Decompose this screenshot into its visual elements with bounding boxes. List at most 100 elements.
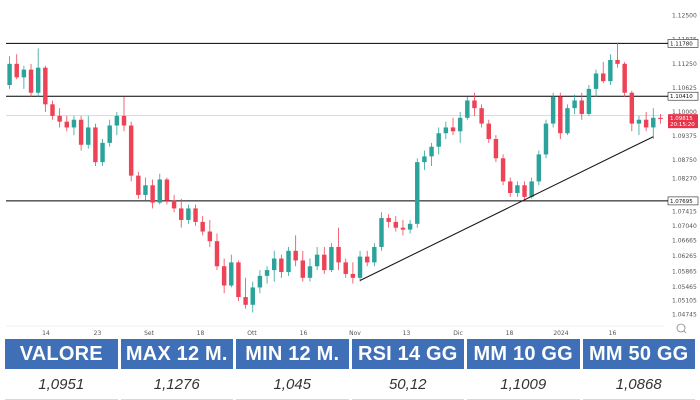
candle-body	[586, 88, 592, 114]
candle-body	[186, 208, 191, 220]
candle-body	[529, 181, 534, 197]
candle-body	[643, 119, 649, 128]
current-price-tag	[668, 114, 698, 129]
candle-body	[221, 266, 227, 286]
candle-body	[579, 100, 584, 114]
candle-body	[121, 115, 127, 126]
x-tick-label: 18	[506, 330, 514, 337]
candle-body	[257, 275, 263, 288]
candle-body	[651, 117, 656, 128]
stats-header-row: VALORE MAX 12 M. MIN 12 M. RSI 14 GG MM …	[5, 339, 695, 369]
x-tick-label: 16	[609, 330, 617, 337]
candle-body	[100, 142, 105, 163]
stats-value-valore: 1,0951	[5, 370, 118, 400]
level-tag-label: 1.07695	[670, 199, 693, 205]
level-tag	[667, 196, 699, 206]
candle-body	[157, 179, 162, 203]
stats-value-mm50: 1,0868	[582, 370, 695, 400]
candle-body	[415, 162, 420, 224]
candle-body	[336, 246, 341, 263]
candle-body	[379, 218, 384, 247]
horizontal-levels	[6, 42, 668, 202]
candle-body	[293, 250, 298, 261]
y-axis: 1.125001.118751.112501.106251.100001.093…	[672, 13, 697, 319]
candle-body	[78, 119, 84, 145]
candle-body	[7, 63, 12, 86]
candle-body	[128, 125, 134, 176]
stats-header-rsi14: RSI 14 GG	[351, 339, 464, 369]
candle-body	[93, 127, 98, 163]
candle-body	[450, 127, 456, 132]
x-tick-label: Dic	[453, 330, 463, 337]
candle-body	[615, 59, 620, 64]
candle-body	[508, 181, 513, 193]
candle-body	[608, 59, 613, 82]
candle-body	[364, 256, 370, 263]
y-tick-label: 1.05865	[672, 268, 697, 275]
x-axis: 14 23 Set 18 Ott 16 Nov 13 Dic 18 2024 16	[42, 330, 616, 337]
current-price-timer: 20:15:20	[670, 122, 695, 128]
candle-body	[86, 127, 91, 145]
candle-body	[114, 115, 120, 126]
candle-body	[472, 100, 477, 109]
candles	[7, 42, 663, 313]
trendline	[359, 136, 654, 281]
candle-body	[236, 262, 241, 298]
candle-body	[164, 179, 170, 201]
stats-header-mm10: MM 10 GG	[467, 339, 580, 369]
x-tick-label: Set	[144, 330, 155, 337]
candle-body	[400, 227, 406, 230]
candle-body	[500, 158, 506, 182]
candle-body	[229, 262, 234, 286]
y-tick-label: 1.05465	[672, 284, 697, 291]
candle-body	[393, 221, 399, 228]
stats-value-max12: 1,1276	[120, 370, 233, 400]
level-tag-label: 1.10410	[670, 94, 693, 100]
candle-body	[179, 208, 184, 220]
candle-body	[193, 208, 198, 222]
candle-body	[322, 254, 327, 271]
candle-body	[486, 123, 491, 140]
stats-table: VALORE MAX 12 M. MIN 12 M. RSI 14 GG MM …	[0, 339, 700, 400]
y-tick-label: 1.07415	[672, 209, 697, 216]
y-tick-label: 1.06265	[672, 253, 697, 260]
x-tick-label: Nov	[349, 330, 361, 337]
y-tick-label: 1.06665	[672, 238, 697, 245]
candlestick-chart: 1.125001.118751.112501.106251.100001.093…	[6, 13, 699, 337]
candle-body	[50, 104, 55, 116]
stats-value-min12: 1,045	[236, 370, 349, 400]
candle-body	[357, 256, 363, 278]
level-tag-label: 1.11780	[670, 41, 693, 47]
candle-body	[636, 119, 642, 124]
y-tick-label: 1.08270	[672, 176, 697, 183]
x-tick-label: 18	[197, 330, 205, 337]
candle-body	[629, 92, 635, 124]
y-tick-label: 1.12500	[672, 13, 697, 20]
x-tick-label: 13	[403, 330, 411, 337]
candle-body	[300, 260, 306, 278]
candle-body	[658, 117, 663, 119]
candle-body	[21, 69, 27, 78]
zoom-icon[interactable]	[676, 323, 687, 334]
y-tick-label: 1.04745	[672, 312, 697, 319]
candle-body	[622, 63, 627, 93]
y-tick-label: 1.09375	[672, 133, 697, 140]
candle-body	[264, 270, 270, 276]
candle-body	[286, 250, 291, 273]
candle-body	[436, 133, 441, 147]
candle-body	[550, 96, 556, 124]
candle-body	[350, 273, 356, 278]
candle-body	[457, 117, 463, 132]
level-tag	[667, 91, 699, 101]
candle-body	[386, 218, 391, 222]
y-tick-label: 1.10000	[672, 109, 697, 116]
candle-body	[243, 297, 248, 305]
candle-body	[536, 154, 542, 182]
candle-body	[14, 63, 19, 78]
candle-body	[407, 223, 413, 230]
candle-body	[558, 96, 563, 134]
candle-body	[314, 254, 320, 267]
y-tick-label: 1.07040	[672, 223, 697, 230]
candle-body	[422, 156, 427, 163]
y-tick-label: 1.05105	[672, 298, 697, 305]
